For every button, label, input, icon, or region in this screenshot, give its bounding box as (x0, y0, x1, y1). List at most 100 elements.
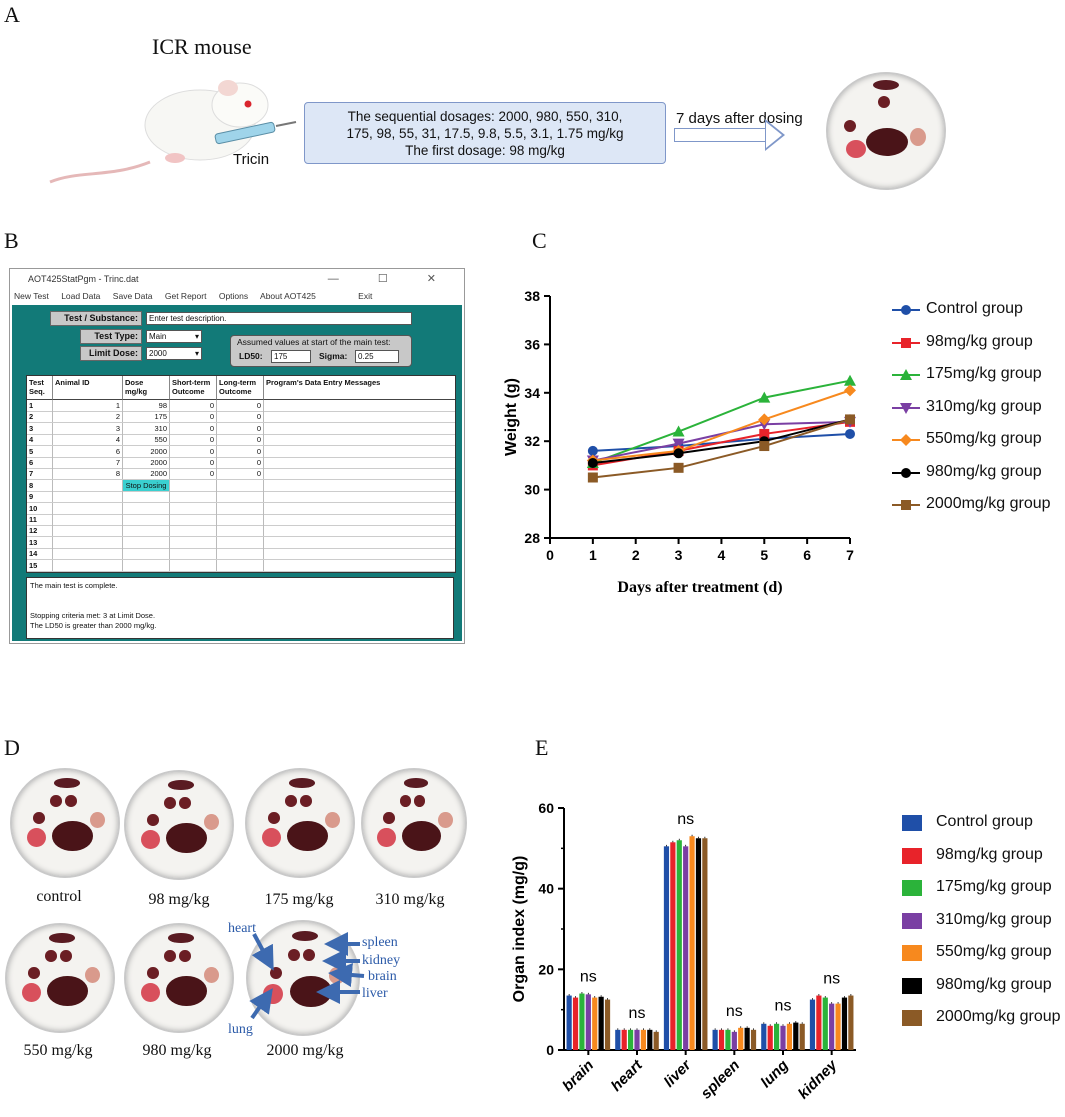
table-cell[interactable]: 3 (53, 422, 123, 434)
table-row[interactable]: 11 (27, 514, 455, 526)
table-cell[interactable]: 2 (27, 411, 53, 423)
table-cell[interactable] (170, 559, 217, 571)
table-cell[interactable]: 98 (123, 400, 170, 411)
table-cell[interactable]: 14 (27, 548, 53, 560)
table-cell[interactable]: 2 (53, 411, 123, 423)
table-row[interactable]: 3 3 310 0 0 (27, 422, 455, 435)
table-cell[interactable] (217, 502, 264, 514)
menu-load-data[interactable]: Load Data (61, 291, 101, 301)
table-cell[interactable]: 310 (123, 422, 170, 434)
table-cell[interactable]: 0 (217, 445, 264, 457)
table-cell[interactable] (123, 548, 170, 560)
table-cell[interactable]: 0 (170, 457, 217, 468)
table-cell[interactable]: 15 (27, 559, 53, 571)
table-cell[interactable] (123, 536, 170, 548)
table-cell[interactable] (53, 548, 123, 560)
table-cell[interactable]: 11 (27, 514, 53, 525)
table-cell[interactable] (53, 491, 123, 503)
table-row[interactable]: 7 8 2000 0 0 (27, 468, 455, 481)
table-cell[interactable]: 2000 (123, 468, 170, 480)
table-cell[interactable] (170, 514, 217, 525)
sigma-input[interactable]: 0.25 (355, 350, 399, 363)
table-row[interactable]: 8 Stop Dosing (27, 479, 455, 492)
table-cell[interactable] (53, 559, 123, 571)
table-cell[interactable] (170, 525, 217, 537)
table-row[interactable]: 1 1 98 0 0 (27, 400, 455, 412)
table-cell[interactable]: 0 (170, 400, 217, 411)
table-cell[interactable]: 0 (170, 434, 217, 446)
table-cell[interactable]: 8 (53, 468, 123, 480)
table-cell[interactable]: 550 (123, 434, 170, 446)
table-cell[interactable] (53, 479, 123, 491)
table-cell[interactable]: 13 (27, 536, 53, 548)
menu-get-report[interactable]: Get Report (164, 291, 207, 301)
menu-options[interactable]: Options (218, 291, 249, 301)
table-cell[interactable] (123, 514, 170, 525)
table-cell[interactable]: 2000 (123, 445, 170, 457)
table-cell[interactable] (217, 514, 264, 525)
table-cell[interactable]: 0 (217, 411, 264, 423)
table-cell[interactable]: 0 (170, 422, 217, 434)
table-cell[interactable]: 0 (217, 457, 264, 468)
table-row[interactable]: 15 (27, 559, 455, 572)
table-cell[interactable]: 6 (53, 445, 123, 457)
table-cell[interactable]: 1 (53, 400, 123, 411)
table-row[interactable]: 9 (27, 491, 455, 504)
table-cell[interactable]: 3 (27, 422, 53, 434)
table-cell[interactable] (123, 559, 170, 571)
menu-about[interactable]: About AOT425 (260, 291, 316, 301)
menu-new-test[interactable]: New Test (14, 291, 49, 301)
table-cell[interactable] (217, 536, 264, 548)
test-substance-input[interactable]: Enter test description. (146, 312, 412, 325)
table-cell[interactable] (217, 479, 264, 491)
ld50-input[interactable]: 175 (271, 350, 311, 363)
table-cell[interactable] (123, 502, 170, 514)
table-cell[interactable] (53, 514, 123, 525)
table-cell[interactable]: 4 (27, 434, 53, 446)
table-cell[interactable]: 0 (217, 468, 264, 480)
table-cell[interactable]: 1 (27, 400, 53, 411)
table-cell[interactable] (170, 502, 217, 514)
table-cell[interactable]: 4 (53, 434, 123, 446)
table-cell[interactable]: 7 (27, 468, 53, 480)
table-cell[interactable] (53, 502, 123, 514)
menu-exit[interactable]: Exit (358, 291, 373, 301)
table-row[interactable]: 5 6 2000 0 0 (27, 445, 455, 458)
table-cell[interactable]: 175 (123, 411, 170, 423)
table-cell[interactable] (217, 491, 264, 503)
table-cell[interactable]: 7 (53, 457, 123, 468)
menu-save-data[interactable]: Save Data (112, 291, 153, 301)
table-cell[interactable] (217, 548, 264, 560)
table-row[interactable]: 4 4 550 0 0 (27, 434, 455, 447)
table-cell[interactable] (123, 491, 170, 503)
table-cell[interactable]: 0 (217, 400, 264, 411)
table-row[interactable]: 6 7 2000 0 0 (27, 457, 455, 469)
table-cell[interactable] (123, 525, 170, 537)
message-box[interactable]: The main test is complete. Stopping crit… (26, 577, 454, 639)
table-row[interactable]: 13 (27, 536, 455, 549)
table-cell[interactable] (170, 479, 217, 491)
table-cell[interactable] (217, 525, 264, 537)
table-row[interactable]: 14 (27, 548, 455, 561)
table-cell[interactable] (170, 548, 217, 560)
table-cell[interactable]: 0 (217, 434, 264, 446)
test-type-select[interactable]: Main ▾ (146, 330, 202, 343)
table-row[interactable]: 2 2 175 0 0 (27, 411, 455, 424)
table-cell[interactable] (53, 525, 123, 537)
table-cell[interactable]: 10 (27, 502, 53, 514)
table-row[interactable]: 10 (27, 502, 455, 515)
table-cell[interactable] (170, 536, 217, 548)
table-cell[interactable] (170, 491, 217, 503)
table-row[interactable]: 12 (27, 525, 455, 538)
table-cell[interactable]: 5 (27, 445, 53, 457)
table-cell[interactable]: 2000 (123, 457, 170, 468)
table-cell[interactable]: 0 (170, 468, 217, 480)
table-cell[interactable]: 12 (27, 525, 53, 537)
table-cell[interactable]: 0 (170, 411, 217, 423)
table-cell[interactable]: 0 (170, 445, 217, 457)
table-cell[interactable] (53, 536, 123, 548)
table-cell[interactable]: 6 (27, 457, 53, 468)
limit-dose-select[interactable]: 2000 ▾ (146, 347, 202, 360)
table-cell[interactable]: 0 (217, 422, 264, 434)
table-cell[interactable]: 8 (27, 479, 53, 491)
